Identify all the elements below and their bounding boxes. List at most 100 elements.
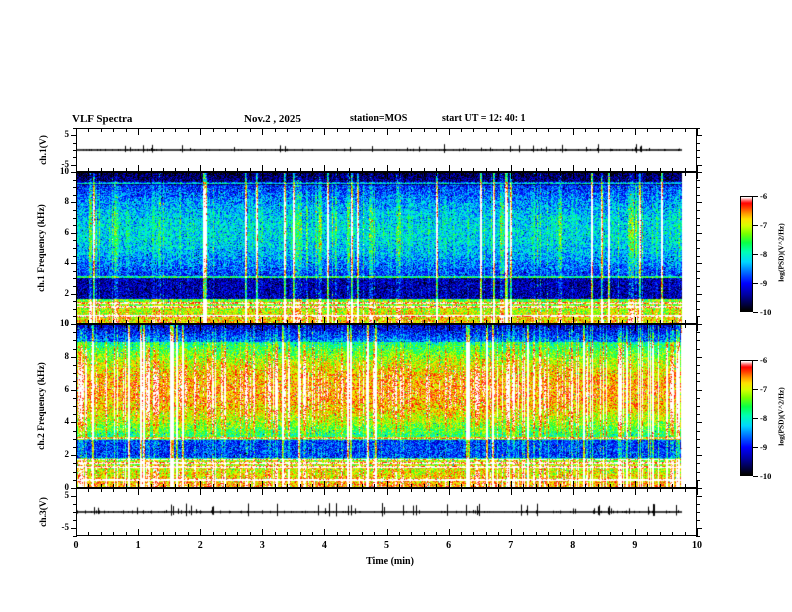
ch1-spectrogram-xtick-minor-bottom bbox=[250, 320, 251, 324]
ch1-spectrogram-xtick-minor-bottom bbox=[225, 320, 226, 324]
ch2-spectrogram-xtick-major-top bbox=[635, 324, 636, 331]
ch1-volts-xtick-minor-bottom bbox=[101, 168, 102, 172]
ch3-volts-xtick-minor-bottom bbox=[374, 532, 375, 536]
ch2-spectrogram-ytick-minor bbox=[73, 340, 77, 341]
ch2-spectrogram-xtick-minor-bottom bbox=[349, 484, 350, 488]
ch2-spectrogram-ytick-minor bbox=[73, 422, 77, 423]
ch1-volts-ytick-minor-right bbox=[696, 143, 700, 144]
ch1-spectrogram-xtick-minor-bottom bbox=[585, 320, 586, 324]
ch2-spectrogram-xtick-major-top bbox=[573, 324, 574, 331]
ch2-spectrogram-xtick-minor-bottom bbox=[188, 484, 189, 488]
colorbar-ch1-gradient bbox=[741, 197, 752, 311]
ch2-spectrogram-xtick-minor-bottom bbox=[486, 484, 487, 488]
ch1-spectrogram-ytick-minor-right bbox=[696, 210, 700, 211]
ch1-volts-xtick-minor-top bbox=[188, 128, 189, 132]
ch1-volts-xtick-minor-bottom bbox=[610, 168, 611, 172]
ch2-spectrogram-ylabel-10: 10 bbox=[60, 318, 69, 328]
ch2-spectrogram-ytick-minor bbox=[73, 373, 77, 374]
ch3-volts-xtick-major-bottom bbox=[387, 529, 388, 536]
ch1-spectrogram-xtick-minor-top bbox=[151, 172, 152, 176]
ch1-spectrogram-xtick-major-top bbox=[387, 172, 388, 179]
ch2-spectrogram-xtick-minor-top bbox=[349, 324, 350, 328]
ch2-spectrogram-xtick-minor-top bbox=[300, 324, 301, 328]
ch1-spectrogram-xtick-minor-bottom bbox=[101, 320, 102, 324]
ch3-volts-xtick-minor-top bbox=[374, 488, 375, 492]
ch3-volts-ytick-minor bbox=[73, 504, 77, 505]
colorbar-ch1-label--8: -8 bbox=[760, 249, 768, 259]
ch3-volts-xtick-minor-bottom bbox=[548, 532, 549, 536]
ch1-volts-xtick-minor-top bbox=[411, 128, 412, 132]
ch3-volts-xtick-major-top bbox=[511, 488, 512, 495]
ch3-volts-xtick-minor-bottom bbox=[486, 532, 487, 536]
ch2-spectrogram-ytick-minor bbox=[73, 324, 77, 325]
ch2-spectrogram-xtick-minor-bottom bbox=[536, 484, 537, 488]
x-axis-label-10: 10 bbox=[692, 540, 702, 551]
ch2-spectrogram-xtick-major-bottom bbox=[76, 481, 77, 488]
x-axis-label-3: 3 bbox=[259, 540, 265, 551]
ch1-spectrogram-xtick-minor-top bbox=[275, 172, 276, 176]
ch1-spectrogram-ytick-minor bbox=[73, 286, 77, 287]
ch1-spectrogram-ylabel-4: 4 bbox=[64, 257, 70, 268]
ch1-spectrogram-xtick-minor-top bbox=[498, 172, 499, 176]
ch3-volts-xtick-minor-bottom bbox=[126, 532, 127, 536]
ch1-volts-xtick-major-top bbox=[573, 128, 574, 135]
colorbar-ch1-tick bbox=[753, 225, 758, 226]
ch1-spectrogram-xtick-minor-top bbox=[536, 172, 537, 176]
figure-title: VLF Spectra bbox=[72, 113, 133, 125]
ch1-volts-xtick-major-bottom bbox=[200, 165, 201, 172]
ch2-spectrogram-ytick-minor-right bbox=[696, 447, 700, 448]
ch1-spectrogram-ytick-minor-right bbox=[696, 271, 700, 272]
ch1-volts-xtick-major-top bbox=[697, 128, 698, 135]
ch1-spectrogram-xtick-minor-bottom bbox=[113, 320, 114, 324]
ch1-spectrogram-xtick-major-bottom bbox=[635, 317, 636, 324]
ch2-spectrogram-xtick-major-bottom bbox=[635, 481, 636, 488]
ch1-volts-xtick-minor-bottom bbox=[473, 168, 474, 172]
ch1-spectrogram-ytick-minor bbox=[73, 256, 77, 257]
ch1-spectrogram-xtick-minor-bottom bbox=[498, 320, 499, 324]
ch1-spectrogram-ytick-minor-right bbox=[696, 240, 700, 241]
ch2-spectrogram-xtick-major-bottom bbox=[324, 481, 325, 488]
ch1-volts-xtick-minor-bottom bbox=[250, 168, 251, 172]
ch3-volts-xtick-minor-top bbox=[411, 488, 412, 492]
ch3-volts-xtick-minor-top bbox=[598, 488, 599, 492]
ch3-volts-xtick-major-bottom bbox=[138, 529, 139, 536]
ch1-spectrogram-ytick-minor-right bbox=[696, 309, 700, 310]
ch3-volts-xtick-minor-top bbox=[113, 488, 114, 492]
ch1-spectrogram-xtick-minor-bottom bbox=[523, 320, 524, 324]
ch2-spectrogram-xtick-major-bottom bbox=[573, 481, 574, 488]
ch3-volts-xtick-major-top bbox=[387, 488, 388, 495]
ch3-volts-xtick-major-bottom bbox=[511, 529, 512, 536]
ch2-spectrogram-xtick-minor-top bbox=[461, 324, 462, 328]
ch1-spectrogram-xtick-minor-bottom bbox=[598, 320, 599, 324]
ch1-volts-xtick-minor-top bbox=[275, 128, 276, 132]
ch2-spectrogram-xtick-minor-top bbox=[610, 324, 611, 328]
ch3-volts-xtick-minor-bottom bbox=[88, 532, 89, 536]
ch1-spectrogram-ytick-minor bbox=[73, 180, 77, 181]
x-axis-label-1: 1 bbox=[135, 540, 141, 551]
ch2-spectrogram-xtick-minor-top bbox=[312, 324, 313, 328]
ch1-spectrogram-xtick-minor-bottom bbox=[237, 320, 238, 324]
ch2-spectrogram-xtick-minor-top bbox=[498, 324, 499, 328]
ch1-spectrogram-ytick-minor bbox=[73, 316, 77, 317]
ch2-spectrogram-xtick-minor-top bbox=[101, 324, 102, 328]
ch1-spectrogram-ytick-minor bbox=[73, 263, 77, 264]
ch1-spectrogram-ytick-minor-right bbox=[696, 225, 700, 226]
ch1-volts-xtick-minor-top bbox=[585, 128, 586, 132]
ch2-spectrogram-xtick-minor-bottom bbox=[598, 484, 599, 488]
ch2-spectrogram-xtick-minor-top bbox=[622, 324, 623, 328]
ch2-spectrogram-xtick-minor-top bbox=[250, 324, 251, 328]
ch1-spectrogram-xtick-minor-top bbox=[461, 172, 462, 176]
ch1-volts-xtick-minor-top bbox=[598, 128, 599, 132]
ch2-spectrogram-ytick-minor-right bbox=[696, 357, 700, 358]
ch1-spectrogram-xtick-minor-bottom bbox=[548, 320, 549, 324]
ch2-spectrogram-xtick-minor-top bbox=[548, 324, 549, 328]
ch2-spectrogram-xtick-major-top bbox=[76, 324, 77, 331]
ch3-volts-xtick-minor-top bbox=[213, 488, 214, 492]
ch3-volts-xtick-minor-bottom bbox=[647, 532, 648, 536]
ch2-spectrogram-xtick-minor-bottom bbox=[275, 484, 276, 488]
ch2-spectrogram-xtick-minor-top bbox=[473, 324, 474, 328]
ch1-spectrogram-xtick-major-bottom bbox=[200, 317, 201, 324]
ch2-spectrogram-ytick-minor bbox=[73, 381, 77, 382]
ch2-spectrogram-ytick-minor-right bbox=[696, 472, 700, 473]
ch2-spectrogram-xtick-minor-bottom bbox=[411, 484, 412, 488]
